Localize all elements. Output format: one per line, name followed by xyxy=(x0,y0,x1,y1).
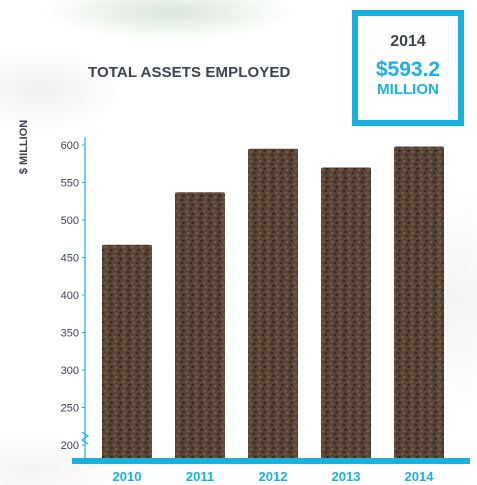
y-tick-label-350: 350 xyxy=(61,328,79,340)
callout-amount: $593.2 xyxy=(375,58,441,81)
x-tick-label-2010: 2010 xyxy=(113,469,142,484)
y-tick-label-200: 200 xyxy=(61,440,79,452)
x-tick-label-2014: 2014 xyxy=(405,469,435,484)
x-tick-label-2013: 2013 xyxy=(332,469,361,484)
y-tick-label-450: 450 xyxy=(61,253,79,265)
y-tick-label-300: 300 xyxy=(61,365,79,377)
bar-2012 xyxy=(248,148,298,460)
y-tick-label-400: 400 xyxy=(61,290,79,302)
axis-break-mark xyxy=(80,431,90,445)
y-tick-label-550: 550 xyxy=(61,178,79,190)
bar-2011 xyxy=(175,192,225,460)
highlight-callout: 2014 $593.2 MILLION xyxy=(352,10,464,126)
y-tick-label-500: 500 xyxy=(61,215,79,227)
x-tick-label-2012: 2012 xyxy=(259,469,288,484)
x-tick-label-2011: 2011 xyxy=(186,469,214,484)
callout-year: 2014 xyxy=(390,33,426,50)
chart-title: TOTAL ASSETS EMPLOYED xyxy=(88,64,291,81)
y-tick-label-250: 250 xyxy=(61,403,79,415)
bar-2014 xyxy=(394,146,444,460)
bar-2010 xyxy=(102,244,152,460)
x-axis-bar xyxy=(72,458,470,464)
callout-unit: MILLION xyxy=(377,81,439,98)
y-tick-label-600: 600 xyxy=(61,140,79,152)
bar-2013 xyxy=(321,167,371,460)
